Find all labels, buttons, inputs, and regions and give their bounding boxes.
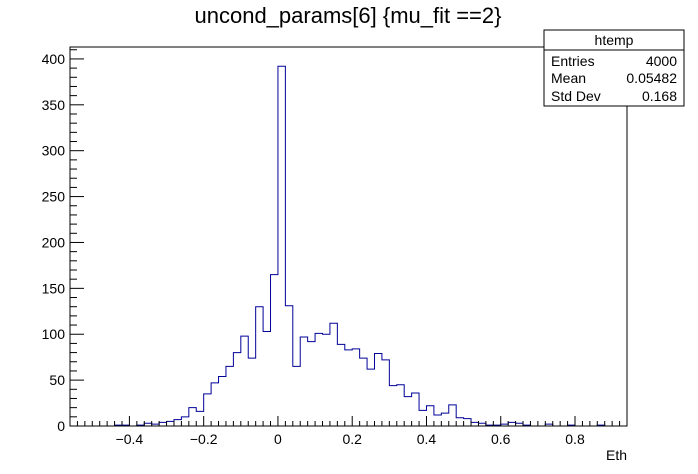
stats-mean-label: Mean: [551, 70, 586, 86]
histogram-outline: [77, 65, 627, 427]
x-tick-label: 0.8: [565, 431, 585, 447]
histogram-bin: [360, 358, 367, 426]
histogram-bin: [337, 344, 344, 426]
histogram-bin: [241, 336, 248, 426]
histogram-bin: [167, 421, 174, 426]
histogram-bin: [233, 353, 240, 426]
histogram-bin: [204, 394, 211, 426]
plot-frame: [69, 46, 628, 427]
histogram-bin: [181, 417, 188, 426]
y-tick-label: 400: [42, 51, 66, 67]
histogram-bin: [367, 369, 374, 426]
histogram-bin: [219, 376, 226, 426]
y-tick-label: 200: [42, 234, 66, 250]
x-tick-label: 0.2: [342, 431, 362, 447]
y-tick-label: 350: [42, 97, 66, 113]
y-tick-label: 150: [42, 280, 66, 296]
y-tick-label: 100: [42, 326, 66, 342]
y-tick-label: 250: [42, 189, 66, 205]
histogram-bin: [352, 349, 359, 426]
histogram-bin: [374, 354, 381, 426]
y-tick-label: 50: [49, 372, 65, 388]
stats-mean-value: 0.05482: [626, 70, 677, 86]
histogram-bin: [308, 342, 315, 426]
y-tick-label: 0: [57, 418, 65, 434]
histogram-bin: [449, 405, 456, 426]
stats-stddev-label: Std Dev: [551, 88, 601, 104]
histogram-bin: [330, 323, 337, 426]
histogram-bin: [464, 419, 471, 426]
y-axis: 0 50 100 150 200 250 300 350 400: [42, 49, 84, 434]
x-tick-label: −0.2: [190, 431, 218, 447]
stats-entries-value: 4000: [646, 53, 677, 69]
x-tick-label: 0.6: [491, 431, 511, 447]
histogram-bin: [263, 331, 270, 426]
x-tick-label: 0.4: [417, 431, 437, 447]
histogram-bin: [382, 360, 389, 426]
histogram-bin: [508, 422, 515, 426]
histogram-bin: [271, 275, 278, 426]
histogram-bin: [196, 411, 203, 426]
histogram-bin: [471, 422, 478, 426]
histogram-bin: [426, 406, 433, 426]
x-axis-label: Eth: [606, 447, 627, 463]
histogram-bin: [315, 333, 322, 426]
stats-box-title: htemp: [595, 32, 634, 48]
y-tick-label: 300: [42, 143, 66, 159]
histogram-bin: [300, 337, 307, 426]
histogram-bin: [174, 420, 181, 426]
histogram-bin: [434, 415, 441, 426]
stats-entries-label: Entries: [551, 53, 595, 69]
histogram-bin: [456, 418, 463, 426]
histogram-bin: [345, 350, 352, 426]
histogram-bin: [441, 413, 448, 426]
chart-title: uncond_params[6] {mu_fit ==2}: [195, 3, 502, 28]
x-tick-label: 0: [274, 431, 282, 447]
histogram-bin: [323, 334, 330, 426]
histogram-bin: [248, 358, 255, 426]
x-axis: −0.4 −0.2 0 0.2 0.4 0.6 0.8: [76, 416, 628, 447]
stats-stddev-value: 0.168: [642, 88, 677, 104]
histogram-bin: [226, 366, 233, 426]
histogram-bin: [419, 410, 426, 426]
histogram-bin: [397, 385, 404, 426]
histogram-bin: [189, 408, 196, 426]
x-tick-label: −0.4: [116, 431, 144, 447]
histogram-bars: [115, 66, 605, 426]
histogram-bin: [211, 383, 218, 426]
histogram-bin: [404, 397, 411, 426]
histogram-bin: [293, 366, 300, 426]
histogram-bin: [159, 422, 166, 426]
stats-box-frame: [543, 29, 685, 107]
histogram-bin: [389, 386, 396, 426]
histogram-bin: [256, 307, 263, 426]
histogram-bin: [285, 306, 292, 426]
histogram-bin: [278, 66, 285, 426]
stats-box: htemp Entries 4000 Mean 0.05482 Std Dev …: [543, 29, 685, 107]
histogram-bin: [412, 393, 419, 426]
